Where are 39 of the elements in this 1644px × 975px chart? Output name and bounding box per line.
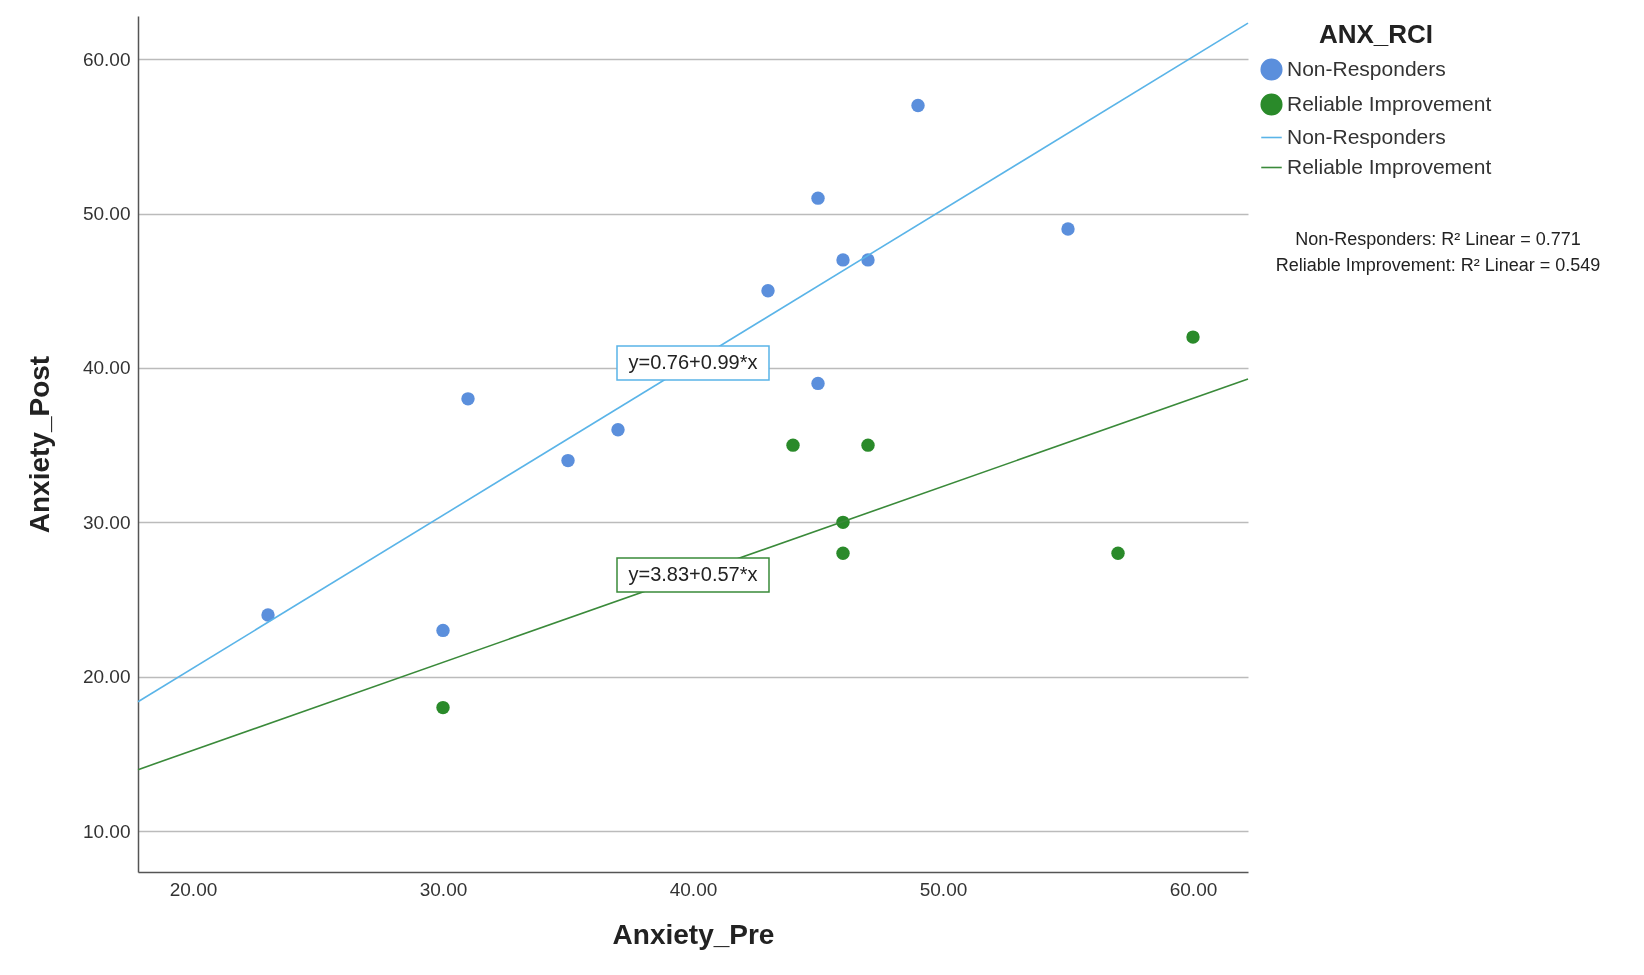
point xyxy=(761,284,775,298)
y-axis-title: Anxiety_Post xyxy=(23,355,55,534)
x-axis-title: Anxiety_Pre xyxy=(612,918,775,950)
point xyxy=(836,546,850,560)
x-tick-label: 40.00 xyxy=(669,878,718,900)
point xyxy=(561,453,575,468)
y-tick-label: 50.00 xyxy=(82,203,131,225)
y-tick-label: 30.00 xyxy=(82,511,131,533)
legend-label: Non-Responders xyxy=(1287,124,1446,148)
point xyxy=(611,423,625,437)
legend-title: ANX_RCI xyxy=(1318,19,1434,49)
y-tick-label: 60.00 xyxy=(82,48,131,70)
legend-label: Reliable Improvement xyxy=(1287,91,1492,115)
point xyxy=(811,376,825,391)
text: Non-Responders: R² Linear = 0.771 xyxy=(1295,229,1581,249)
point xyxy=(911,98,925,113)
x-tick-label: 60.00 xyxy=(1169,878,1218,900)
point xyxy=(461,392,475,406)
annotation: y=0.76+0.99*x xyxy=(628,351,758,373)
legend-label: Non-Responders xyxy=(1287,56,1446,80)
point xyxy=(1061,222,1075,236)
y-tick-label: 10.00 xyxy=(82,820,131,842)
point xyxy=(1111,546,1125,560)
text: Reliable Improvement: R² Linear = 0.549 xyxy=(1275,255,1601,275)
x-tick-label: 50.00 xyxy=(919,878,968,900)
point xyxy=(436,623,450,638)
point xyxy=(436,700,450,715)
point xyxy=(836,253,850,267)
point xyxy=(1186,330,1200,344)
y-tick-label: 20.00 xyxy=(82,666,131,688)
point xyxy=(261,608,275,622)
point xyxy=(861,438,875,452)
x-tick-label: 20.00 xyxy=(169,878,218,900)
point xyxy=(811,191,825,205)
legend-label: Reliable Improvement xyxy=(1287,154,1492,178)
x-tick-label: 30.00 xyxy=(419,878,468,900)
y-tick-label: 40.00 xyxy=(82,357,131,379)
point xyxy=(786,438,800,452)
annotation: y=3.83+0.57*x xyxy=(628,563,758,585)
